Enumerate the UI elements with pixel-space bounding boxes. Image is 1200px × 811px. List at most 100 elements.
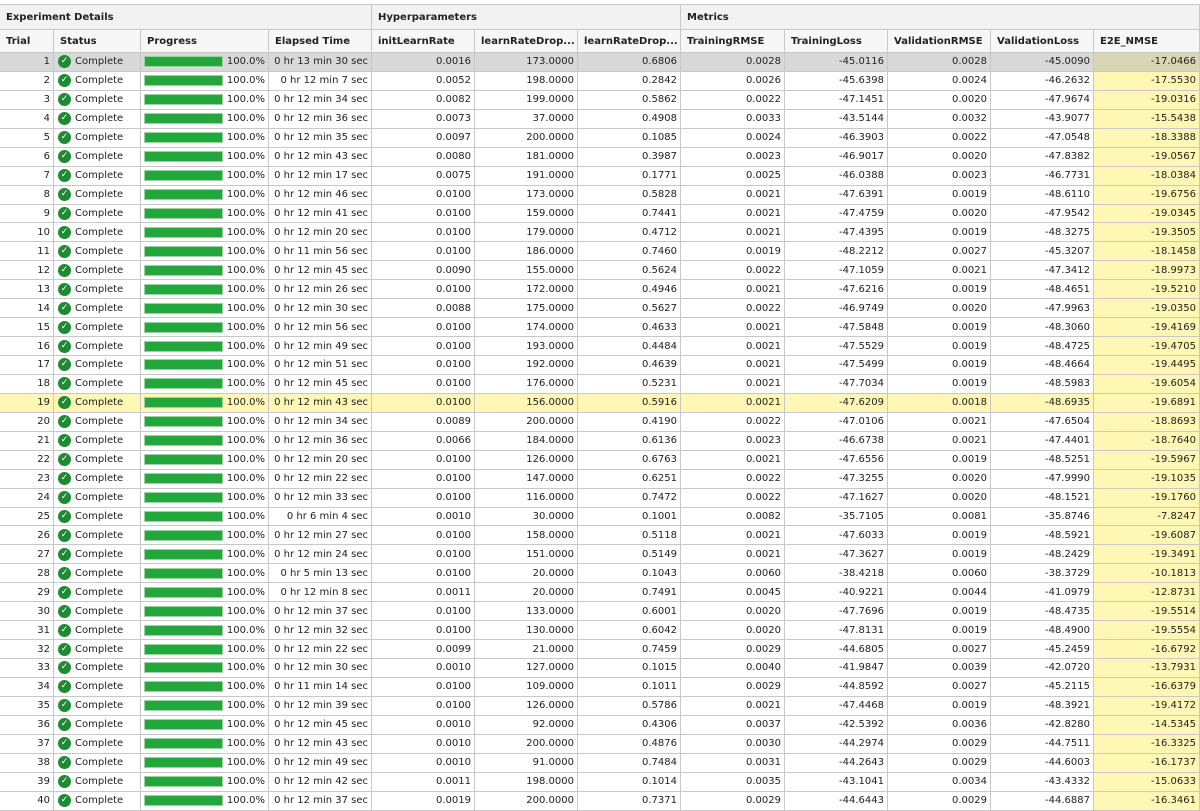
progress-bar [144,757,223,769]
status-text: Complete [75,700,124,712]
table-row[interactable]: 13 ✓ Complete 100.0% 0 hr 12 min 26 sec 0.010… [0,280,1200,300]
trial-cell: 7 [0,166,54,185]
table-row[interactable]: 23 ✓ Complete 100.0% 0 hr 12 min 22 sec 0.010… [0,469,1200,489]
learn-rate-drop-factor-cell: 0.1001 [578,507,681,526]
table-row[interactable]: 19 ✓ Complete 100.0% 0 hr 12 min 43 sec 0.010… [0,393,1200,413]
table-row[interactable]: 38 ✓ Complete 100.0% 0 hr 12 min 49 sec 0.001… [0,753,1200,773]
table-row[interactable]: 17 ✓ Complete 100.0% 0 hr 12 min 51 sec 0.010… [0,356,1200,375]
elapsed-time-cell: 0 hr 12 min 46 sec [269,185,372,204]
table-row[interactable]: 27 ✓ Complete 100.0% 0 hr 12 min 24 sec 0.010… [0,545,1200,565]
trial-cell: 29 [0,583,54,602]
table-row[interactable]: 5 ✓ Complete 100.0% 0 hr 12 min 35 sec 0.0097… [0,128,1200,148]
table-row[interactable]: 31 ✓ Complete 100.0% 0 hr 12 min 32 sec 0.010… [0,621,1200,641]
progress-bar [144,662,223,674]
table-row[interactable]: 14 ✓ Complete 100.0% 0 hr 12 min 30 sec 0.008… [0,299,1200,319]
table-row[interactable]: 7 ✓ Complete 100.0% 0 hr 12 min 17 sec 0.0075… [0,166,1200,186]
table-row[interactable]: 40 ✓ Complete 100.0% 0 hr 12 min 37 sec 0.001… [0,791,1200,811]
progress-text: 100.0% [226,795,265,807]
column-header-validation-loss[interactable]: ValidationLoss [991,30,1094,52]
learn-rate-drop-factor-cell: 0.1014 [578,772,681,791]
column-header-training-loss[interactable]: TrainingLoss [785,30,888,52]
table-row[interactable]: 37 ✓ Complete 100.0% 0 hr 12 min 43 sec 0.001… [0,734,1200,754]
table-row[interactable]: 12 ✓ Complete 100.0% 0 hr 12 min 45 sec 0.009… [0,261,1200,281]
table-row[interactable]: 15 ✓ Complete 100.0% 0 hr 12 min 56 sec 0.010… [0,318,1200,338]
progress-text: 100.0% [226,416,265,428]
table-row[interactable]: 21 ✓ Complete 100.0% 0 hr 12 min 36 sec 0.006… [0,431,1200,451]
column-header-training-rmse[interactable]: TrainingRMSE [681,30,785,52]
status-cell: ✓ Complete [54,393,141,412]
status-cell: ✓ Complete [54,640,141,658]
learn-rate-drop-factor-cell: 0.2842 [578,71,681,90]
column-header-init-learn-rate[interactable]: initLearnRate [372,30,475,52]
learn-rate-drop-period-cell: 158.0000 [475,526,578,545]
check-circle-icon: ✓ [58,491,71,505]
validation-loss-cell: -47.8382 [991,147,1094,166]
column-header-trial[interactable]: Trial [0,30,54,52]
validation-loss-cell: -48.5983 [991,374,1094,393]
progress-text: 100.0% [226,189,265,201]
column-header-validation-rmse[interactable]: ValidationRMSE [888,30,991,52]
table-row[interactable]: 1 ✓ Complete 100.0% 0 hr 13 min 30 sec 0.0016… [0,53,1200,72]
training-rmse-cell: 0.0035 [681,772,785,791]
trial-cell: 4 [0,109,54,128]
status-text: Complete [75,681,124,693]
training-loss-cell: -47.1627 [785,488,888,507]
table-row[interactable]: 22 ✓ Complete 100.0% 0 hr 12 min 20 sec 0.010… [0,450,1200,470]
column-header-status[interactable]: Status [54,30,141,52]
table-row[interactable]: 25 ✓ Complete 100.0% 0 hr 6 min 4 sec 0.0010 3… [0,507,1200,527]
table-row[interactable]: 6 ✓ Complete 100.0% 0 hr 12 min 43 sec 0.0080… [0,147,1200,167]
e2e-nmse-cell: -19.6054 [1094,374,1200,393]
check-circle-icon: ✓ [58,661,71,675]
column-header-elapsed-time[interactable]: Elapsed Time [269,30,372,52]
table-row[interactable]: 30 ✓ Complete 100.0% 0 hr 12 min 37 sec 0.010… [0,602,1200,622]
column-header-progress[interactable]: Progress [141,30,269,52]
column-header-e2e-nmse[interactable]: E2E_NMSE [1094,30,1200,52]
table-row[interactable]: 32 ✓ Complete 100.0% 0 hr 12 min 22 sec 0.009… [0,640,1200,659]
init-learn-rate-cell: 0.0100 [372,280,475,299]
training-loss-cell: -46.3903 [785,128,888,147]
progress-cell: 100.0% [141,204,269,223]
table-row[interactable]: 16 ✓ Complete 100.0% 0 hr 12 min 49 sec 0.010… [0,337,1200,356]
status-text: Complete [75,567,124,579]
table-row[interactable]: 10 ✓ Complete 100.0% 0 hr 12 min 20 sec 0.010… [0,223,1200,243]
progress-bar [144,321,223,333]
trial-cell: 37 [0,734,54,753]
table-row[interactable]: 20 ✓ Complete 100.0% 0 hr 12 min 34 sec 0.008… [0,412,1200,432]
table-row[interactable]: 18 ✓ Complete 100.0% 0 hr 12 min 45 sec 0.010… [0,374,1200,394]
table-row[interactable]: 35 ✓ Complete 100.0% 0 hr 12 min 39 sec 0.010… [0,696,1200,716]
training-rmse-cell: 0.0082 [681,507,785,526]
progress-bar [144,245,223,257]
table-row[interactable]: 29 ✓ Complete 100.0% 0 hr 12 min 8 sec 0.0011… [0,583,1200,603]
table-row[interactable]: 8 ✓ Complete 100.0% 0 hr 12 min 46 sec 0.0100… [0,185,1200,205]
e2e-nmse-cell: -18.1458 [1094,242,1200,261]
table-row[interactable]: 3 ✓ Complete 100.0% 0 hr 12 min 34 sec 0.0082… [0,90,1200,110]
e2e-nmse-cell: -19.3491 [1094,545,1200,564]
table-row[interactable]: 26 ✓ Complete 100.0% 0 hr 12 min 27 sec 0.010… [0,526,1200,546]
table-row[interactable]: 4 ✓ Complete 100.0% 0 hr 12 min 36 sec 0.0073… [0,109,1200,129]
table-row[interactable]: 36 ✓ Complete 100.0% 0 hr 12 min 45 sec 0.001… [0,715,1200,735]
table-row[interactable]: 24 ✓ Complete 100.0% 0 hr 12 min 33 sec 0.010… [0,488,1200,508]
learn-rate-drop-period-cell: 191.0000 [475,166,578,185]
progress-bar [144,738,223,750]
training-loss-cell: -47.6216 [785,280,888,299]
table-row[interactable]: 33 ✓ Complete 100.0% 0 hr 12 min 30 sec 0.001… [0,659,1200,678]
table-row[interactable]: 28 ✓ Complete 100.0% 0 hr 5 min 13 sec 0.0100… [0,564,1200,584]
init-learn-rate-cell: 0.0019 [372,791,475,810]
progress-text: 100.0% [226,56,265,68]
table-row[interactable]: 34 ✓ Complete 100.0% 0 hr 11 min 14 sec 0.010… [0,677,1200,697]
table-row[interactable]: 11 ✓ Complete 100.0% 0 hr 11 min 56 sec 0.010… [0,242,1200,262]
training-rmse-cell: 0.0021 [681,280,785,299]
table-row[interactable]: 9 ✓ Complete 100.0% 0 hr 12 min 41 sec 0.0100… [0,204,1200,224]
learn-rate-drop-factor-cell: 0.1085 [578,128,681,147]
e2e-nmse-cell: -19.0567 [1094,147,1200,166]
learn-rate-drop-period-cell: 133.0000 [475,602,578,621]
training-rmse-cell: 0.0045 [681,583,785,602]
column-header-learn-rate-drop-period[interactable]: learnRateDrop... [475,30,578,52]
status-text: Complete [75,738,124,750]
elapsed-time-cell: 0 hr 12 min 45 sec [269,374,372,393]
validation-loss-cell: -48.5251 [991,450,1094,469]
table-row[interactable]: 39 ✓ Complete 100.0% 0 hr 12 min 42 sec 0.001… [0,772,1200,792]
column-header-learn-rate-drop-factor[interactable]: learnRateDrop... [578,30,681,52]
progress-cell: 100.0% [141,526,269,545]
table-row[interactable]: 2 ✓ Complete 100.0% 0 hr 12 min 7 sec 0.0052 1… [0,71,1200,91]
